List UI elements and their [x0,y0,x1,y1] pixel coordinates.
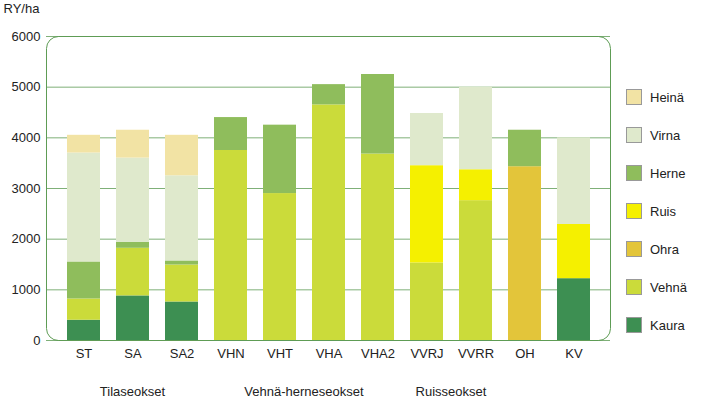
html-text:Vehnä: Vehnä [650,279,687,295]
svg-text:ST: ST [76,346,93,361]
svg-text:Tilaseokset: Tilaseokset [100,384,166,399]
svg-text:KV: KV [565,346,583,361]
html-text:Kaura: Kaura [650,317,685,333]
svg-text:RY/ha: RY/ha [4,1,41,16]
svg-text:OH: OH [515,346,535,361]
svg-text:VVRR: VVRR [458,346,494,361]
svg-text:VHA2: VHA2 [361,346,395,361]
svg-text:Ruisseokset: Ruisseokset [416,384,487,399]
html-text:Virna: Virna [650,127,681,143]
html-text:Herne: Herne [650,165,686,181]
svg-text:Vehnä-herneseokset: Vehnä-herneseokset [244,384,364,399]
html-text:Ohra: Ohra [650,241,679,257]
svg-text:VHT: VHT [267,346,293,361]
svg-text:VHN: VHN [217,346,244,361]
svg-text:6000: 6000 [12,29,41,44]
svg-text:1000: 1000 [12,282,41,297]
svg-text:0: 0 [33,333,40,348]
html-text:Ruis: Ruis [650,203,676,219]
svg-text:SA2: SA2 [170,346,195,361]
svg-text:SA: SA [124,346,142,361]
html-text:Heinä: Heinä [650,89,684,105]
svg-text:2000: 2000 [12,231,41,246]
svg-text:5000: 5000 [12,79,41,94]
svg-text:VVRJ: VVRJ [410,346,443,361]
svg-text:4000: 4000 [12,130,41,145]
svg-text:3000: 3000 [12,181,41,196]
svg-text:VHA: VHA [316,346,343,361]
